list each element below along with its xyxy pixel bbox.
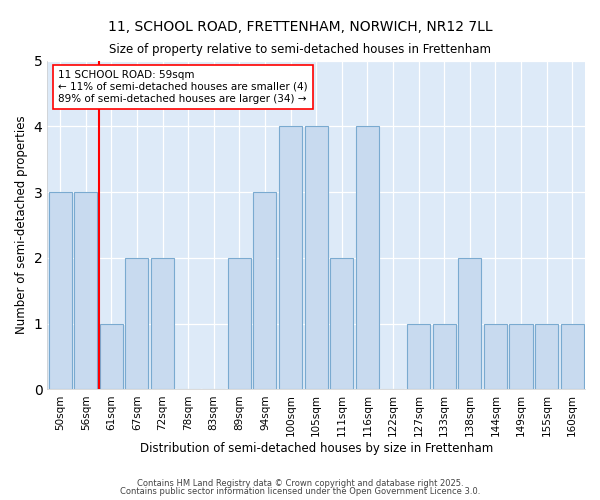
Bar [458,258,481,390]
Text: Contains HM Land Registry data © Crown copyright and database right 2025.: Contains HM Land Registry data © Crown c… [137,478,463,488]
Bar [305,126,328,390]
Bar [433,324,455,390]
X-axis label: Distribution of semi-detached houses by size in Frettenham: Distribution of semi-detached houses by … [140,442,493,455]
Bar [228,258,251,390]
Bar [253,192,277,390]
Text: Contains public sector information licensed under the Open Government Licence 3.: Contains public sector information licen… [120,487,480,496]
Bar [74,192,97,390]
Bar [356,126,379,390]
Text: Size of property relative to semi-detached houses in Frettenham: Size of property relative to semi-detach… [109,42,491,56]
Bar [279,126,302,390]
Bar [330,258,353,390]
Bar [535,324,558,390]
Text: 11, SCHOOL ROAD, FRETTENHAM, NORWICH, NR12 7LL: 11, SCHOOL ROAD, FRETTENHAM, NORWICH, NR… [107,20,493,34]
Bar [560,324,584,390]
Bar [509,324,533,390]
Text: 11 SCHOOL ROAD: 59sqm
← 11% of semi-detached houses are smaller (4)
89% of semi-: 11 SCHOOL ROAD: 59sqm ← 11% of semi-deta… [58,70,308,104]
Bar [125,258,148,390]
Y-axis label: Number of semi-detached properties: Number of semi-detached properties [15,116,28,334]
Bar [49,192,71,390]
Bar [151,258,174,390]
Bar [484,324,507,390]
Bar [407,324,430,390]
Bar [100,324,123,390]
